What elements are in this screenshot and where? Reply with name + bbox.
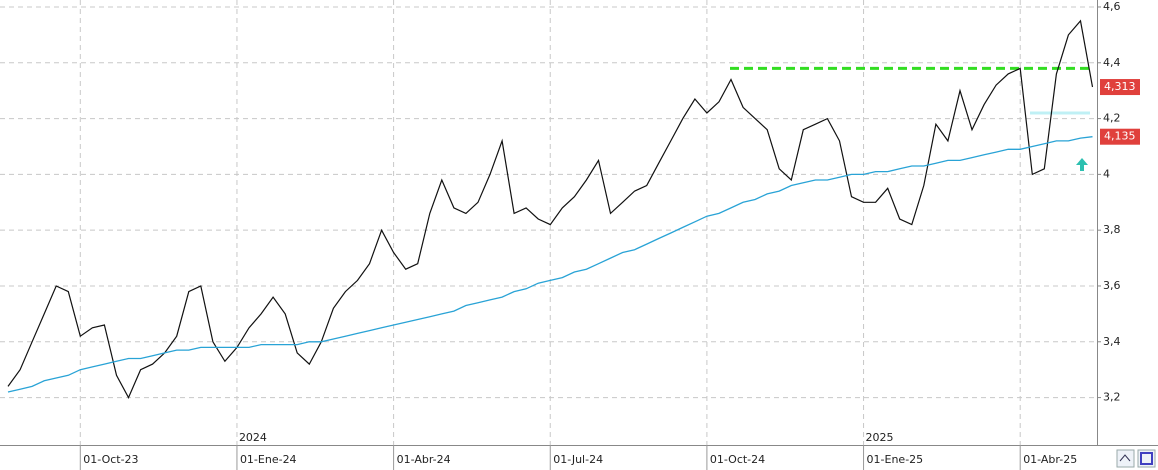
- save-button[interactable]: [1137, 449, 1156, 468]
- price-line: [7, 136, 1093, 393]
- y-tick-label: 3,6: [1103, 279, 1121, 292]
- x-tick-label: 01-Abr-25: [1023, 453, 1077, 466]
- y-tick-label: 4,4: [1103, 56, 1121, 69]
- x-tick-label: 01-Ene-24: [240, 453, 297, 466]
- last-value-label: 4,313: [1104, 80, 1136, 93]
- last-value-label: 4,135: [1104, 130, 1136, 143]
- y-tick-label: 4: [1103, 167, 1110, 180]
- toolbar[interactable]: [1116, 449, 1156, 468]
- zoom-button[interactable]: [1116, 449, 1135, 468]
- y-tick-label: 4,2: [1103, 112, 1121, 125]
- zoom-icon: [1119, 454, 1131, 462]
- year-label: 2024: [239, 431, 267, 444]
- last-value-box: [1100, 128, 1140, 145]
- x-tick-label: 01-Jul-24: [553, 453, 603, 466]
- y-tick-label: 4,6: [1103, 0, 1121, 13]
- last-value-box: [1100, 79, 1140, 96]
- up-arrow: [1076, 158, 1088, 171]
- y-tick-label: 3,8: [1103, 223, 1121, 236]
- price-line: [7, 19, 1094, 399]
- x-tick-label: 01-Oct-23: [83, 453, 138, 466]
- save-icon: [1140, 452, 1153, 465]
- x-tick-label: 01-Oct-24: [710, 453, 765, 466]
- y-tick-label: 3,4: [1103, 335, 1121, 348]
- year-label: 2025: [866, 431, 894, 444]
- x-tick-label: 01-Abr-24: [397, 453, 451, 466]
- y-tick-label: 3,2: [1103, 391, 1121, 404]
- x-tick-label: 01-Ene-25: [867, 453, 924, 466]
